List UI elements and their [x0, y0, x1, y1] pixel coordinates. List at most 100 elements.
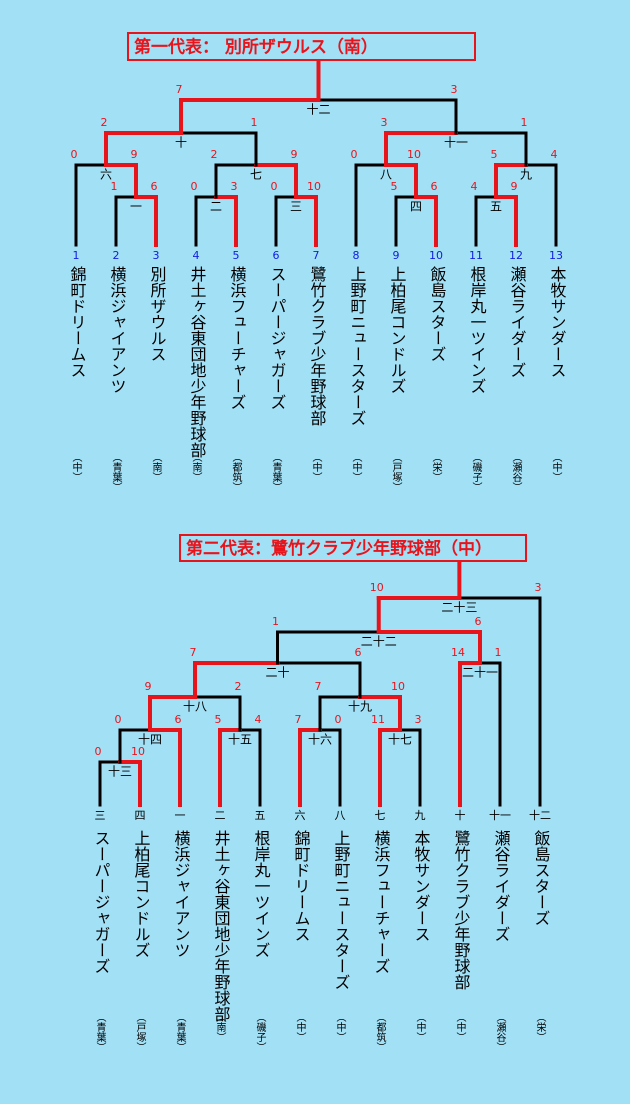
score: 10: [307, 180, 321, 193]
team-name: 根岸丸一ツインズ: [468, 266, 487, 394]
team-seed: 十二: [529, 808, 551, 822]
team-name: 錦町ドリームス: [68, 266, 87, 378]
team-area: （南）: [150, 452, 162, 482]
match-label: 十九: [348, 700, 372, 714]
team-seed: 13: [549, 249, 563, 262]
team-seed: 四: [135, 809, 146, 822]
team-area: （都筑）: [374, 1012, 386, 1052]
match-label: 十: [175, 136, 187, 150]
team-area: （瀬谷）: [494, 1012, 506, 1052]
score: 10: [391, 680, 405, 693]
score: 0: [191, 180, 198, 193]
team-name: 上野町ニュースターズ: [332, 830, 351, 990]
score: 4: [471, 180, 478, 193]
team-seed: 九: [415, 809, 426, 822]
team-area: （青葉）: [174, 1012, 186, 1052]
score: 3: [451, 83, 458, 96]
team-area: （青葉）: [110, 452, 122, 492]
team-seed: 12: [509, 249, 523, 262]
match-label: 四: [410, 200, 422, 214]
match-label: 八: [380, 168, 392, 182]
team-seed: 二: [215, 809, 226, 822]
match-label: 十八: [183, 700, 207, 714]
team-name: 本牧サンダース: [412, 830, 431, 942]
score: 6: [151, 180, 158, 193]
team-name: 飯島スターズ: [428, 266, 447, 362]
score: 6: [175, 713, 182, 726]
score: 0: [335, 713, 342, 726]
match-label: 二十三: [441, 601, 477, 615]
team-name: 瀬谷ライダーズ: [492, 830, 511, 942]
team-name: 横浜ジャイアンツ: [172, 830, 191, 958]
team-name: 横浜フューチャーズ: [372, 830, 391, 974]
score: 14: [451, 646, 465, 659]
match-label: 二十: [265, 666, 289, 680]
team-name: 横浜フューチャーズ: [228, 266, 247, 410]
team-name: 鷺竹クラブ少年野球部: [308, 266, 327, 426]
title: 第二代表：鷺竹クラブ少年野球部（中）: [186, 538, 492, 559]
match-label: 十四: [138, 733, 162, 747]
score: 6: [475, 615, 482, 628]
team-area: （中）: [550, 452, 562, 482]
team-seed: 9: [393, 249, 400, 262]
team-name: 井土ヶ谷東団地少年野球部: [212, 830, 231, 1022]
score: 5: [491, 148, 498, 161]
match-label: 十五: [228, 733, 252, 747]
team-area: （中）: [294, 1012, 306, 1042]
score: 1: [272, 615, 279, 628]
score: 5: [215, 713, 222, 726]
score: 2: [211, 148, 218, 161]
team-area: （瀬谷）: [510, 452, 522, 492]
score: 7: [315, 680, 322, 693]
team-area: （中）: [350, 452, 362, 482]
score: 1: [111, 180, 118, 193]
score: 3: [535, 581, 542, 594]
score: 1: [251, 116, 258, 129]
match-label: 六: [100, 168, 112, 182]
team-area: （青葉）: [270, 452, 282, 492]
team-seed: 八: [335, 809, 346, 822]
team-seed: 3: [153, 249, 160, 262]
match-label: 十三: [108, 765, 132, 779]
team-area: （磯子）: [254, 1012, 266, 1052]
team-seed: 6: [273, 249, 280, 262]
team-area: （中）: [454, 1012, 466, 1042]
score: 0: [351, 148, 358, 161]
team-seed: 十一: [489, 808, 511, 822]
team-name: 上野町ニュースターズ: [348, 266, 367, 426]
team-area: （栄）: [534, 1012, 546, 1042]
title-box: [127, 32, 476, 61]
score: 0: [95, 745, 102, 758]
team-seed: 一: [175, 809, 186, 822]
match-label: 二十一: [462, 666, 498, 680]
team-area: （中）: [334, 1012, 346, 1042]
team-seed: 10: [429, 249, 443, 262]
score: 9: [131, 148, 138, 161]
team-area: （磯子）: [470, 452, 482, 492]
score: 3: [381, 116, 388, 129]
score: 4: [551, 148, 558, 161]
team-name: 瀬谷ライダーズ: [508, 266, 527, 378]
team-seed: 1: [73, 249, 80, 262]
team-area: （青葉）: [94, 1012, 106, 1052]
bracket: 第一代表： 別所ザウルス（南） 1 錦町ドリームス （中） 2 横浜ジャイアンツ （青葉） 3…: [68, 32, 567, 492]
team-seed: 2: [113, 249, 120, 262]
score: 2: [101, 116, 108, 129]
match-label: 十七: [388, 733, 412, 747]
team-name: 上柏尾コンドルズ: [388, 266, 407, 394]
score: 5: [391, 180, 398, 193]
team-area: （南）: [190, 452, 202, 482]
team-area: （中）: [310, 452, 322, 482]
match-label: 十二: [306, 103, 330, 117]
title: 第一代表： 別所ザウルス（南）: [134, 37, 378, 58]
team-seed: 11: [469, 249, 483, 262]
title-box: [179, 534, 527, 562]
score: 7: [295, 713, 302, 726]
score: 1: [521, 116, 528, 129]
score: 7: [176, 83, 183, 96]
team-seed: 5: [233, 249, 240, 262]
score: 4: [255, 713, 262, 726]
score: 6: [431, 180, 438, 193]
